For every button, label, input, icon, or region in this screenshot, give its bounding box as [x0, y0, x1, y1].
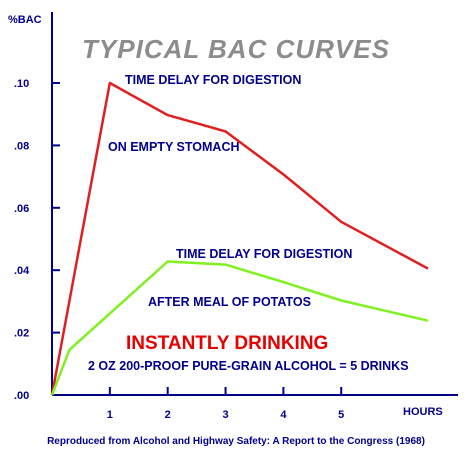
annotation-empty-stomach: ON EMPTY STOMACH — [108, 140, 240, 154]
x-tick-label: 5 — [338, 409, 344, 421]
series-line-after-meal — [50, 260, 429, 396]
x-tick-label: 2 — [165, 409, 171, 421]
y-tick-label: .04 — [14, 265, 30, 277]
annotation-dose: 2 OZ 200-PROOF PURE-GRAIN ALCOHOL = 5 DR… — [88, 359, 409, 373]
x-axis-label: HOURS — [403, 406, 443, 418]
y-tick-label: .02 — [14, 328, 29, 340]
annotation-meal-potatos: AFTER MEAL OF POTATOS — [148, 295, 311, 309]
source-note: Reproduced from Alcohol and Highway Safe… — [47, 436, 425, 447]
annotation-empty-delay: TIME DELAY FOR DIGESTION — [125, 73, 301, 87]
series-layer — [50, 81, 429, 396]
y-tick-label: .10 — [14, 78, 29, 90]
x-tick-label: 3 — [222, 409, 228, 421]
y-tick-label: .00 — [14, 390, 29, 402]
y-tick-label: .08 — [14, 140, 29, 152]
y-tick-label: .06 — [14, 203, 29, 215]
y-axis-label: %BAC — [8, 14, 42, 26]
chart-title: TYPICAL BAC CURVES — [82, 34, 390, 64]
x-tick-label: 4 — [280, 409, 287, 421]
annotation-instantly-drinking: INSTANTLY DRINKING — [126, 333, 328, 354]
x-tick-label: 1 — [107, 409, 113, 421]
annotation-meal-delay: TIME DELAY FOR DIGESTION — [176, 247, 352, 261]
series-line-empty-stomach — [50, 81, 429, 396]
ticks-layer: .00 .02 .04 .06 .08 .10 1 2 3 4 5 — [14, 78, 344, 421]
